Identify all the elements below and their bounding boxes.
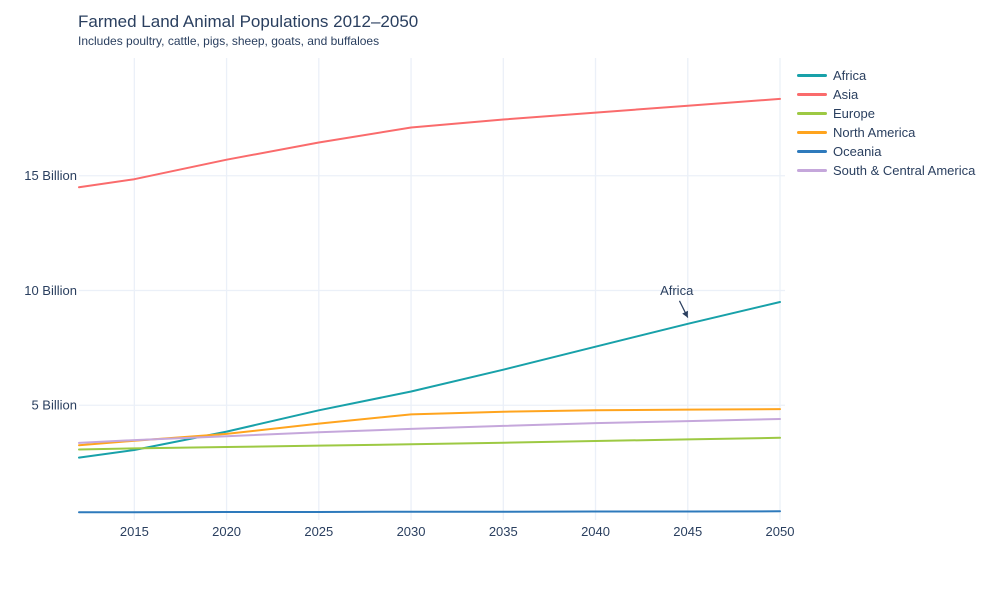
series-line-europe	[78, 436, 781, 451]
legend-label-south-central-america: South & Central America	[833, 163, 976, 178]
series-line-africa	[78, 301, 781, 459]
chart-subtitle: Includes poultry, cattle, pigs, sheep, g…	[78, 34, 380, 48]
x-axis-tick-label: 2040	[581, 524, 610, 539]
legend-label-asia: Asia	[833, 87, 859, 102]
series-line-asia	[78, 97, 781, 189]
y-axis-tick-label: 15 Billion	[24, 168, 77, 183]
chart-title: Farmed Land Animal Populations 2012–2050	[78, 12, 419, 31]
legend-item-north-america[interactable]: North America	[797, 123, 975, 142]
legend: Africa Asia Europe North America Oceania Sout…	[797, 66, 975, 180]
legend-label-oceania: Oceania	[833, 144, 882, 159]
x-axis-tick-label: 2045	[673, 524, 702, 539]
series-line-south-central-america	[78, 418, 781, 444]
x-axis-tick-label: 2025	[304, 524, 333, 539]
annotation-arrowhead-icon	[682, 310, 688, 318]
x-axis-tick-label: 2050	[766, 524, 795, 539]
x-axis-tick-label: 2035	[489, 524, 518, 539]
legend-item-europe[interactable]: Europe	[797, 104, 975, 123]
legend-label-africa: Africa	[833, 68, 867, 83]
legend-item-south-central-america[interactable]: South & Central America	[797, 161, 975, 180]
legend-item-africa[interactable]: Africa	[797, 66, 975, 85]
legend-label-europe: Europe	[833, 106, 875, 121]
y-axis-tick-label: 5 Billion	[31, 398, 77, 413]
annotation-label: Africa	[660, 283, 694, 298]
x-axis-tick-label: 2030	[397, 524, 426, 539]
series-line-oceania	[78, 510, 781, 514]
y-axis-tick-label: 10 Billion	[24, 283, 77, 298]
legend-line-swatch-africa	[797, 74, 827, 77]
legend-line-swatch-north-america	[797, 131, 827, 134]
x-axis-tick-label: 2020	[212, 524, 241, 539]
legend-label-north-america: North America	[833, 125, 916, 140]
legend-line-swatch-oceania	[797, 150, 827, 153]
legend-item-oceania[interactable]: Oceania	[797, 142, 975, 161]
legend-item-asia[interactable]: Asia	[797, 85, 975, 104]
x-axis-tick-label: 2015	[120, 524, 149, 539]
legend-line-swatch-europe	[797, 112, 827, 115]
legend-line-swatch-south-central-america	[797, 169, 827, 172]
legend-line-swatch-asia	[797, 93, 827, 96]
